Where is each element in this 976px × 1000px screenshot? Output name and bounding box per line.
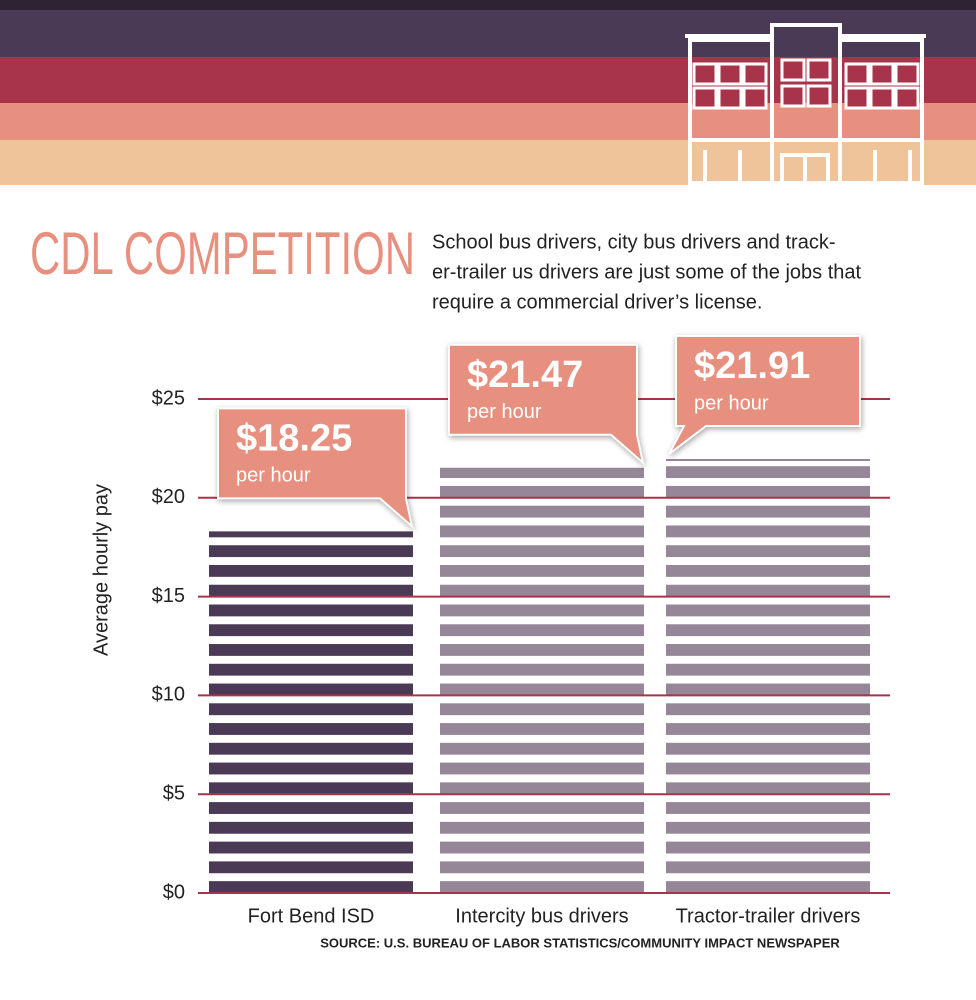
unit-label: per hour (236, 465, 311, 487)
x-tick-label: Tractor-trailer drivers (676, 905, 861, 927)
stripe (0, 140, 976, 185)
source: SOURCE: U.S. BUREAU OF LABOR STATISTICS/… (320, 935, 840, 950)
y-tick-label: $15 (152, 585, 185, 607)
bar (440, 468, 644, 893)
bar (666, 460, 870, 893)
y-tick-label: $5 (163, 782, 185, 804)
building-icon (685, 23, 926, 185)
y-tick-label: $25 (152, 387, 185, 409)
callout-box (217, 407, 414, 530)
stripe (0, 10, 976, 57)
unit-label: per hour (694, 392, 769, 414)
subtitle: er-trailer us drivers are just some of t… (432, 261, 862, 283)
callout-box (448, 343, 645, 466)
callout (217, 407, 414, 530)
bar (209, 532, 413, 893)
subtitle: require a commercial driver’s license. (432, 291, 763, 313)
x-tick-label: Fort Bend ISD (248, 905, 375, 927)
y-tick-label: $20 (152, 486, 185, 508)
value-label: $21.47 (467, 354, 583, 396)
x-tick-label: Intercity bus drivers (455, 905, 628, 927)
callout-box (668, 335, 861, 455)
callout (448, 343, 645, 466)
value-label: $21.91 (694, 345, 810, 387)
stripe (0, 103, 976, 140)
chart-title: CDL COMPETITION (30, 220, 415, 287)
value-label: $18.25 (236, 417, 352, 459)
y-tick-label: $0 (163, 881, 185, 903)
unit-label: per hour (467, 401, 542, 423)
subtitle: School bus drivers, city bus drivers and… (432, 231, 836, 253)
stripe (0, 0, 976, 10)
callout (668, 335, 861, 455)
y-axis-label: Average hourly pay (90, 484, 112, 656)
y-tick-label: $10 (152, 684, 185, 706)
